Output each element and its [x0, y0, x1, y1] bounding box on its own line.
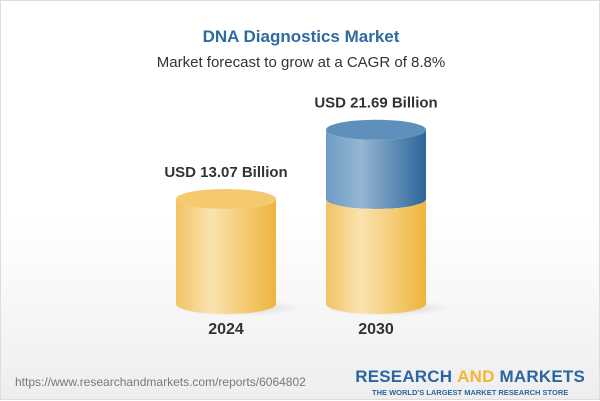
bar-2024-top — [176, 189, 276, 209]
category-label: 2024 — [208, 321, 244, 338]
data-label: USD 21.69 Billion — [314, 95, 437, 112]
chart-title: DNA Diagnostics Market — [202, 27, 400, 46]
category-label: 2030 — [358, 321, 394, 338]
bar-growth-2030-body — [326, 129, 426, 209]
bar-base-2030-body — [326, 199, 426, 314]
brand-logo: RESEARCH AND MARKETS THE WORLD'S LARGEST… — [355, 367, 585, 397]
data-label: USD 13.07 Billion — [164, 164, 287, 181]
bar-growth-2030-top — [326, 119, 426, 140]
chart-subtitle: Market forecast to grow at a CAGR of 8.8… — [156, 54, 446, 71]
bar-2024-body — [176, 199, 276, 314]
source-url: https://www.researchandmarkets.com/repor… — [15, 375, 306, 389]
